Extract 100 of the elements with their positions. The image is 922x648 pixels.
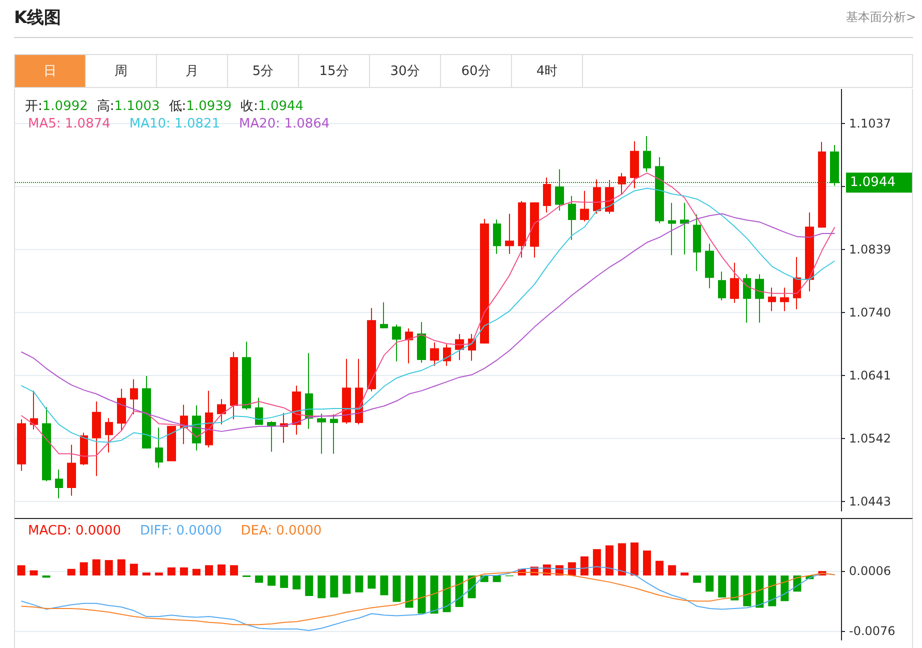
candlestick bbox=[80, 432, 88, 466]
candlestick bbox=[680, 202, 689, 255]
chart-title: K线图 bbox=[14, 7, 62, 29]
candlestick bbox=[480, 218, 489, 344]
bar bbox=[230, 565, 238, 576]
candlestick bbox=[167, 425, 176, 462]
candlestick bbox=[230, 351, 238, 420]
bar bbox=[706, 575, 714, 592]
candlestick bbox=[793, 256, 801, 310]
candlestick bbox=[355, 358, 363, 425]
candlestick bbox=[705, 243, 714, 289]
candlestick bbox=[505, 213, 514, 254]
candlestick bbox=[55, 469, 63, 499]
bar bbox=[756, 575, 764, 608]
text: 15分 bbox=[299, 55, 370, 87]
bar bbox=[104, 560, 113, 576]
candlestick bbox=[267, 420, 276, 452]
bar bbox=[204, 565, 213, 576]
candlestick bbox=[42, 406, 51, 482]
candlestick bbox=[405, 328, 413, 364]
y-tick-label: 0.0006 bbox=[849, 564, 891, 578]
candlestick bbox=[668, 202, 676, 256]
bar bbox=[292, 575, 301, 590]
candlestick bbox=[130, 378, 138, 415]
bar bbox=[42, 575, 50, 578]
bar bbox=[130, 564, 138, 576]
bar bbox=[392, 575, 401, 602]
y-tick-label: 1.0542 bbox=[849, 431, 891, 446]
bar bbox=[656, 560, 664, 576]
bar bbox=[17, 565, 26, 576]
candlestick bbox=[430, 342, 439, 366]
candlestick bbox=[342, 358, 351, 424]
candlestick bbox=[618, 172, 626, 196]
y-tick-label: 1.0839 bbox=[849, 242, 891, 256]
bar bbox=[368, 575, 376, 589]
bar bbox=[355, 575, 364, 592]
series-label: MACD: 0.0000 bbox=[28, 524, 121, 538]
bar bbox=[730, 575, 739, 600]
candlestick bbox=[417, 321, 426, 364]
candlestick bbox=[330, 414, 338, 454]
bar bbox=[218, 564, 226, 576]
candlestick bbox=[367, 307, 376, 392]
bar bbox=[693, 575, 702, 583]
candlestick bbox=[292, 385, 301, 436]
bar bbox=[618, 543, 626, 576]
text: DEA: 0.0000 bbox=[240, 524, 322, 538]
bar bbox=[442, 575, 451, 612]
text: 60分 bbox=[441, 55, 512, 87]
candlestick bbox=[768, 287, 776, 312]
candlestick bbox=[805, 212, 814, 292]
bar bbox=[605, 545, 614, 576]
bar bbox=[67, 568, 76, 576]
bar bbox=[780, 575, 789, 602]
candlestick bbox=[255, 397, 263, 425]
bar bbox=[268, 575, 276, 586]
candlestick bbox=[743, 274, 751, 324]
candlestick bbox=[718, 271, 726, 301]
y-tick-label: 1.1037 bbox=[849, 116, 891, 130]
candlestick bbox=[305, 352, 313, 430]
bar bbox=[330, 575, 338, 598]
annotation: 高:1.1003 bbox=[96, 99, 160, 114]
text: 4时 bbox=[512, 55, 583, 87]
bar bbox=[580, 556, 588, 576]
y-tick-label: 1.0443 bbox=[849, 494, 891, 508]
candlestick bbox=[755, 274, 764, 324]
bar bbox=[167, 567, 176, 576]
candlestick bbox=[643, 136, 651, 172]
candlestick bbox=[530, 202, 539, 258]
line-series bbox=[20, 572, 836, 626]
y-tick-label: -0.0076 bbox=[849, 624, 896, 638]
bar bbox=[342, 575, 351, 594]
bar bbox=[305, 575, 314, 596]
bar bbox=[455, 575, 464, 607]
candlestick bbox=[730, 262, 739, 304]
bar bbox=[743, 575, 752, 606]
bar bbox=[380, 575, 388, 596]
bar bbox=[630, 542, 638, 576]
bar bbox=[117, 559, 126, 576]
candlestick bbox=[593, 178, 601, 214]
candlestick bbox=[493, 218, 501, 254]
candlestick bbox=[780, 287, 789, 312]
bar bbox=[405, 575, 414, 608]
candlestick bbox=[30, 390, 38, 430]
text: 5分 bbox=[228, 55, 299, 87]
candlestick bbox=[543, 176, 551, 213]
candlestick bbox=[142, 376, 151, 450]
text: 基本面分析> bbox=[846, 9, 916, 26]
bar bbox=[192, 568, 200, 576]
bar bbox=[680, 572, 689, 576]
bar bbox=[492, 575, 501, 582]
candlestick bbox=[105, 418, 113, 453]
candlestick bbox=[155, 427, 163, 468]
candlestick bbox=[205, 390, 213, 448]
ref-line-label: 1.0944 bbox=[850, 175, 896, 190]
text: MA10: 1.0821 bbox=[129, 116, 220, 132]
candlestick bbox=[392, 324, 401, 362]
candlestick bbox=[630, 140, 639, 189]
candlestick bbox=[818, 141, 826, 228]
bar bbox=[430, 575, 438, 614]
candlestick bbox=[568, 195, 576, 240]
